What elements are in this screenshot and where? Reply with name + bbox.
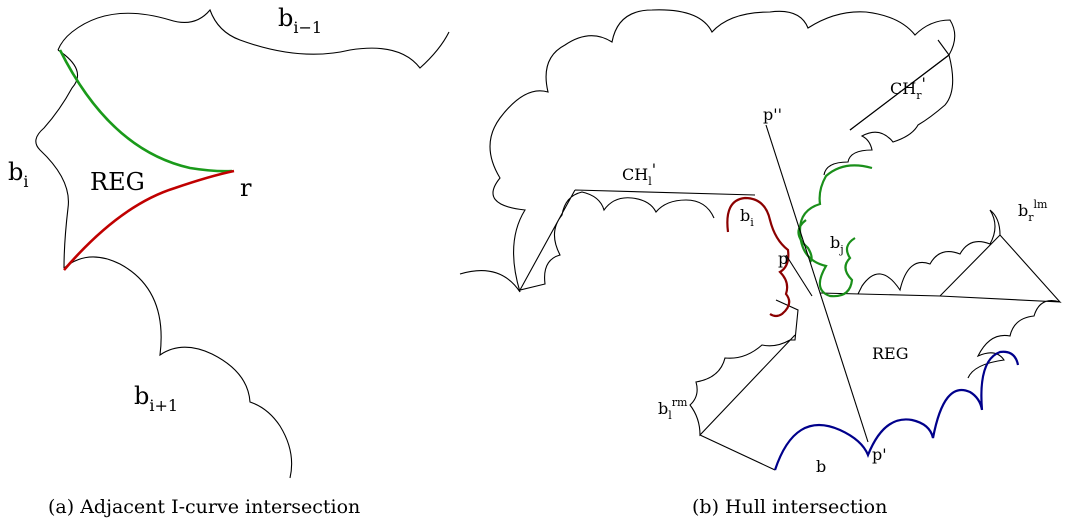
curve-b-i <box>35 49 79 269</box>
label-b-j: bj <box>830 233 844 256</box>
label-reg-a: REG <box>90 168 145 196</box>
panel-b: CHr' p'' CHl' bi bj p brlm REG blrm p' b… <box>459 9 1062 518</box>
label-b-i: bi <box>8 158 29 191</box>
label-reg-b: REG <box>872 344 909 363</box>
hull-ch-r <box>823 54 954 176</box>
curve-red <box>63 169 235 271</box>
label-b-i-b: bi <box>740 206 754 229</box>
label-p: p <box>778 249 788 268</box>
label-r: r <box>240 174 252 202</box>
label-b-next: bi+1 <box>134 382 178 415</box>
hull-b-l-rm <box>689 299 799 437</box>
curve-b-prev <box>57 8 450 69</box>
panel-a: bi−1 bi REG r bi+1 (a) Adjacent I-curve … <box>8 4 450 518</box>
label-ch-r: CHr' <box>890 74 926 102</box>
line-p-p1 <box>765 124 869 443</box>
chain-b-i <box>726 196 791 318</box>
label-p1: p' <box>872 445 887 464</box>
hull-b-r-lm <box>819 209 1062 379</box>
caption-b: (b) Hull intersection <box>692 496 887 518</box>
hull-outer-left <box>459 9 956 293</box>
chain-b <box>773 350 1020 471</box>
chain-b-j <box>798 164 873 298</box>
curve-green <box>58 49 233 173</box>
hull-ch-l <box>518 189 756 291</box>
label-b-r-lm: brlm <box>1018 198 1048 224</box>
caption-a: (a) Adjacent I-curve intersection <box>48 496 360 518</box>
line-lower-left <box>699 434 776 471</box>
label-b-prev: bi−1 <box>278 4 322 37</box>
curve-b-next <box>63 256 293 479</box>
label-ch-l: CHl' <box>622 160 656 188</box>
label-b-l-rm: blrm <box>658 396 688 422</box>
line-p <box>785 254 813 297</box>
chain-b-j-inner <box>797 219 813 263</box>
label-p2: p'' <box>763 105 782 124</box>
label-b: b <box>816 457 826 476</box>
